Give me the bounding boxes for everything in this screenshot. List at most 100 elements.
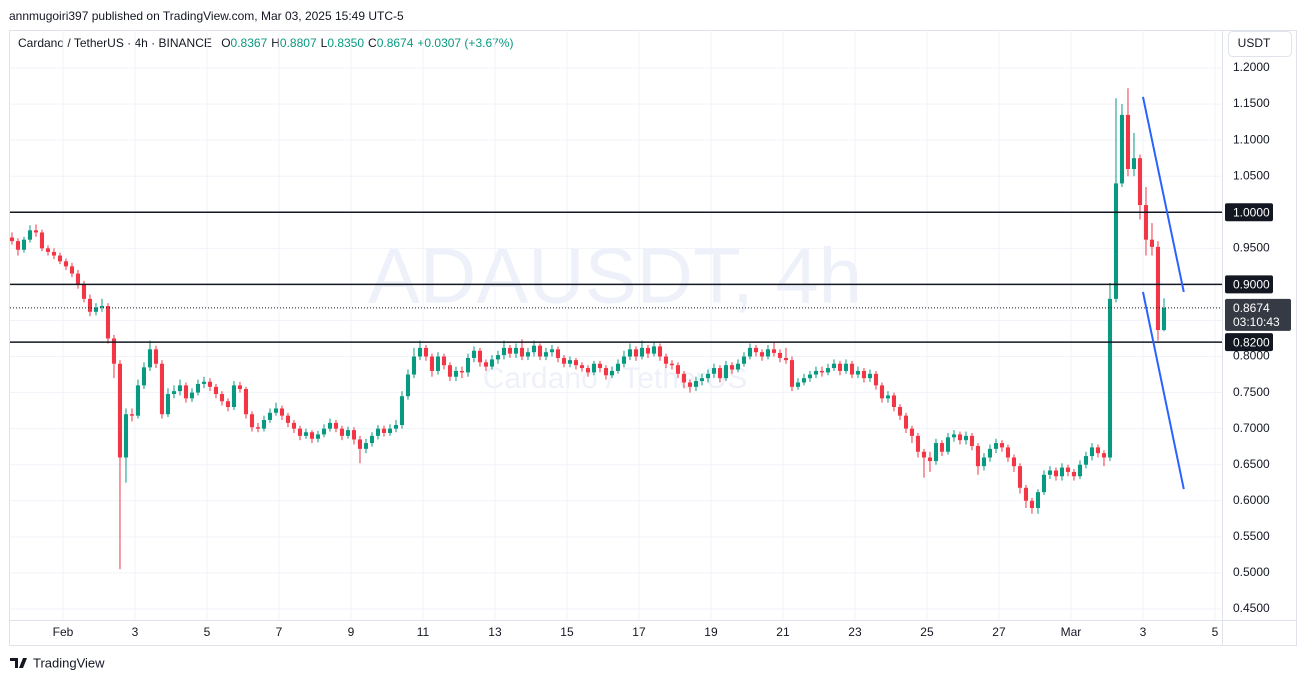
candle-body — [117, 363, 123, 458]
ohlc-key: H — [271, 36, 280, 50]
candle-body — [897, 407, 903, 416]
candle-body — [681, 373, 687, 383]
x-tick-label: 21 — [776, 625, 790, 639]
candle-body — [795, 382, 801, 387]
candle-body — [1101, 453, 1107, 458]
candle-body — [387, 428, 393, 433]
candle-body — [555, 349, 561, 358]
candle-body — [951, 434, 957, 438]
candle-body — [183, 385, 189, 399]
candle-body — [1005, 447, 1011, 458]
candle-body — [141, 367, 147, 386]
x-tick-label: 7 — [276, 625, 283, 639]
candle-body — [789, 360, 795, 387]
candle-body — [957, 434, 963, 441]
change: +0.0307 (+3.67%) — [417, 36, 514, 50]
currency[interactable]: USDT — [1238, 36, 1271, 50]
candle-body — [1143, 205, 1149, 240]
candle-body — [987, 448, 993, 458]
candle-body — [441, 356, 447, 366]
candle-body — [543, 352, 549, 357]
level-label-bg — [1225, 333, 1273, 352]
candle-body — [279, 408, 285, 416]
x-tick-label: Mar — [1061, 625, 1082, 639]
candle-body — [207, 381, 213, 387]
candle-body — [159, 363, 165, 415]
candle-body — [57, 255, 63, 262]
candle-body — [453, 370, 459, 377]
candle-body — [171, 391, 177, 395]
candle-body — [477, 350, 483, 363]
y-tick-label: 0.7000 — [1233, 421, 1270, 435]
candle-body — [699, 378, 705, 382]
candle-body — [153, 349, 159, 364]
symbol-legend: Cardano / TetherUS · 4h · BINANCE O0.836… — [18, 36, 513, 50]
candle-body — [351, 430, 357, 440]
candle-body — [225, 401, 231, 408]
candle-body — [873, 373, 879, 386]
candle-body — [1161, 307, 1167, 331]
candle-body — [87, 298, 93, 312]
candle-body — [933, 443, 939, 462]
candle-body — [609, 370, 615, 376]
candle-body — [147, 349, 153, 368]
candle-body — [603, 368, 609, 376]
candle-body — [1029, 500, 1035, 508]
y-tick-label: 0.6000 — [1233, 493, 1270, 507]
candle-body — [345, 430, 351, 436]
candle-body — [1107, 298, 1113, 458]
level-label: 1.0000 — [1233, 205, 1270, 219]
x-tick-label: 13 — [488, 625, 502, 639]
candle-body — [855, 370, 861, 375]
candle-body — [177, 385, 183, 392]
candle-body — [357, 439, 363, 449]
candle-body — [291, 422, 297, 429]
candle-body — [111, 338, 117, 364]
x-tick-label: 5 — [204, 625, 211, 639]
candle-body — [969, 435, 975, 446]
candle-body — [669, 363, 675, 366]
brand: TradingView — [33, 655, 105, 670]
candle-body — [417, 347, 423, 357]
candle-body — [1125, 114, 1131, 169]
candle-body — [369, 435, 375, 444]
candle-body — [921, 451, 927, 458]
candle-body — [687, 382, 693, 387]
candle-body — [129, 414, 135, 416]
candle-body — [315, 434, 321, 439]
candle-body — [495, 355, 501, 360]
candle-body — [537, 345, 543, 357]
candle-body — [447, 365, 453, 377]
candle-body — [231, 385, 237, 408]
candle-body — [807, 374, 813, 379]
candle-body — [237, 385, 243, 389]
candle-body — [825, 368, 831, 373]
candle-body — [945, 437, 951, 452]
candle-body — [513, 347, 519, 354]
y-tick-label: 1.2000 — [1233, 60, 1270, 74]
candle-body — [837, 363, 843, 371]
candle-body — [261, 419, 267, 429]
symbol-title: Cardano / TetherUS · 4h · BINANCE — [18, 36, 212, 50]
candle-body — [633, 349, 639, 357]
x-tick-label: 11 — [417, 625, 430, 639]
candle-body — [597, 363, 603, 369]
candle-body — [135, 385, 141, 416]
trendline — [1142, 291, 1185, 490]
candle-body — [1113, 183, 1119, 299]
candle-body — [363, 443, 369, 449]
last-price-bg — [1225, 298, 1291, 331]
candle-body — [39, 232, 45, 249]
candle-body — [303, 432, 309, 436]
candle-body — [657, 346, 663, 357]
currency-button[interactable] — [1228, 31, 1292, 57]
candle-body — [1083, 456, 1089, 465]
candle-body — [459, 370, 465, 373]
candle-body — [573, 360, 579, 366]
candle-body — [561, 357, 567, 364]
y-tick-label: 0.5000 — [1233, 565, 1270, 579]
candle-body — [567, 360, 573, 364]
candle-body — [627, 349, 633, 357]
